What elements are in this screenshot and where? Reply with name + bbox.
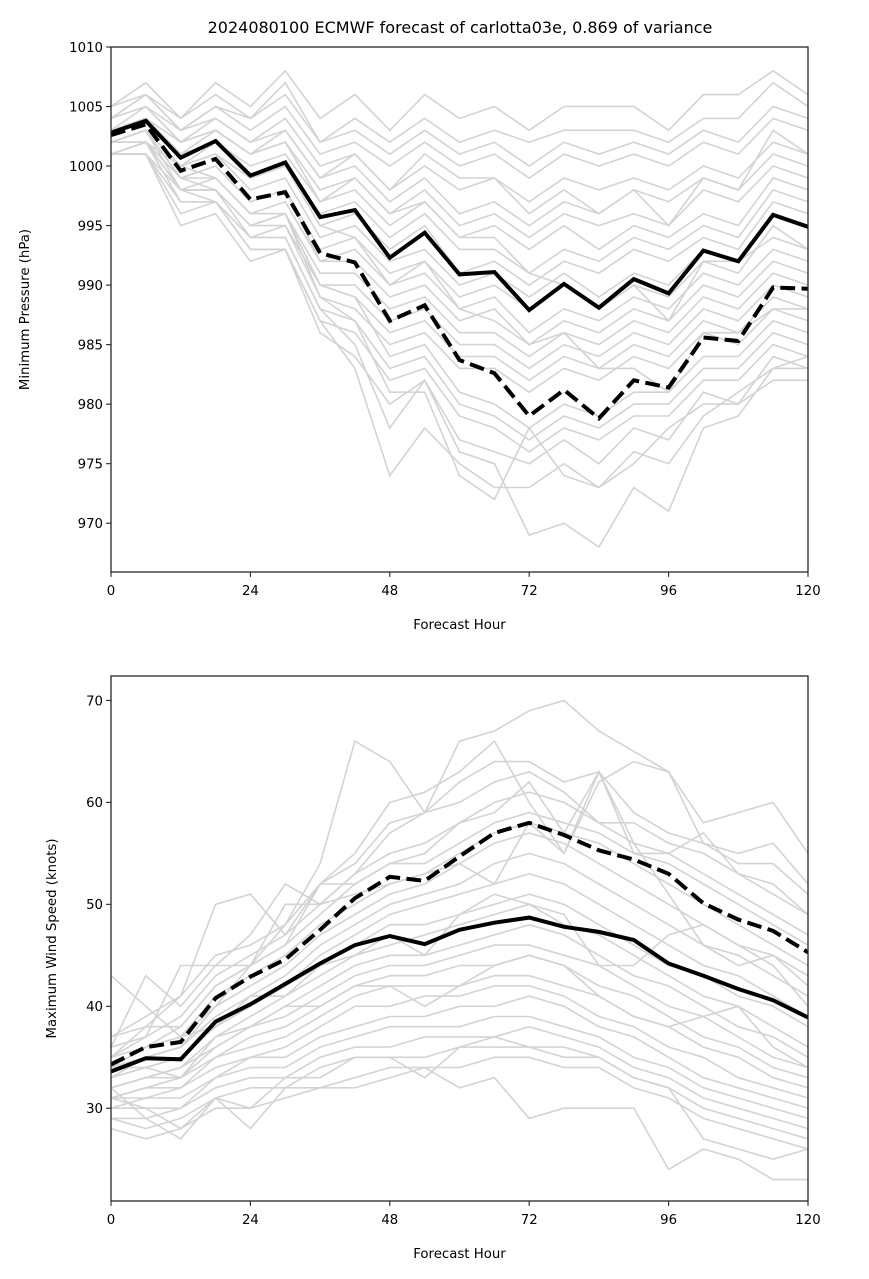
pressure-x-tick-label: 72 <box>521 584 538 599</box>
wind-y-tick-label: 40 <box>86 1000 103 1015</box>
wind-x-tick-label: 72 <box>521 1213 538 1228</box>
wind-member-line-2 <box>111 739 808 1038</box>
wind-x-tick-label: 120 <box>795 1213 820 1228</box>
wind-y-tick-label: 60 <box>86 796 103 811</box>
pressure-member-line-1 <box>111 69 808 132</box>
pressure-y-axis-label: Minimum Pressure (hPa) <box>18 229 33 390</box>
pressure-x-axis-label: Forecast Hour <box>413 618 506 633</box>
pressure-y-tick-label: 1000 <box>69 160 103 175</box>
pressure-y-tick-label: 990 <box>78 279 103 294</box>
wind-member-line-1 <box>111 699 808 1038</box>
pressure-member-line-16 <box>111 141 808 370</box>
wind-member-line-4 <box>111 770 808 1058</box>
wind-plot-frame <box>110 675 809 1202</box>
wind-y-axis-label: Maximum Wind Speed (knots) <box>45 838 60 1038</box>
wind-x-tick-label: 0 <box>107 1213 115 1228</box>
pressure-x-tick-label: 0 <box>107 584 115 599</box>
wind-member-line-19 <box>111 1015 808 1120</box>
wind-member-line-24 <box>111 1036 808 1161</box>
wind-y-ticks: 30 40 50 60 70 <box>86 694 111 1117</box>
wind-mean-line <box>111 915 808 1074</box>
pressure-member-line-11 <box>111 129 808 298</box>
pressure-member-line-20 <box>111 141 808 441</box>
wind-member-line-9 <box>111 852 808 1079</box>
pressure-member-line-25 <box>111 141 808 501</box>
pressure-x-ticks: 0 24 48 72 96 120 <box>107 572 821 599</box>
wind-member-line-17 <box>111 985 808 1099</box>
pressure-member-line-4 <box>111 105 808 179</box>
pressure-y-tick-label: 1005 <box>69 100 103 115</box>
pressure-member-line-24 <box>111 129 808 549</box>
pressure-mean-lines <box>111 118 808 422</box>
pressure-y-tick-label: 1010 <box>69 41 103 56</box>
wind-x-axis-label: Forecast Hour <box>413 1247 506 1262</box>
wind-panel: 30 40 50 60 70 0 24 48 72 96 120 Forecast Hour Ma… <box>45 675 821 1262</box>
pressure-weighted-mean-line <box>111 122 808 422</box>
wind-member-line-22 <box>111 1056 808 1150</box>
pressure-member-line-19 <box>111 129 808 429</box>
wind-member-line-15 <box>111 954 808 1099</box>
pressure-panel: 970 975 980 985 990 995 1000 1005 1010 0 24 48 72 96… <box>18 41 821 633</box>
pressure-member-line-27 <box>111 105 808 323</box>
wind-member-line-14 <box>111 944 808 1089</box>
pressure-plot-frame <box>110 46 809 573</box>
pressure-member-line-23 <box>111 153 808 489</box>
pressure-y-ticks: 970 975 980 985 990 995 1000 1005 1010 <box>69 41 111 532</box>
pressure-member-line-3 <box>111 93 808 167</box>
pressure-y-tick-label: 980 <box>78 398 103 413</box>
wind-member-line-21 <box>111 1046 808 1140</box>
pressure-member-line-28 <box>111 93 808 227</box>
wind-member-line-7 <box>111 821 808 1069</box>
wind-y-tick-label: 70 <box>86 694 103 709</box>
pressure-y-tick-label: 970 <box>78 517 103 532</box>
wind-member-line-28 <box>111 954 808 1079</box>
pressure-x-tick-label: 48 <box>381 584 398 599</box>
pressure-y-tick-label: 995 <box>78 219 103 234</box>
pressure-x-tick-label: 24 <box>242 584 259 599</box>
wind-member-line-23 <box>111 1066 808 1181</box>
wind-ensemble-members <box>111 699 808 1181</box>
pressure-y-tick-label: 985 <box>78 338 103 353</box>
pressure-member-line-17 <box>111 153 808 382</box>
pressure-member-line-2 <box>111 81 808 144</box>
pressure-ensemble-members <box>111 69 808 549</box>
wind-weighted-mean-line <box>111 820 808 1067</box>
pressure-member-line-8 <box>111 117 808 251</box>
wind-member-line-6 <box>111 811 808 1069</box>
wind-y-tick-label: 30 <box>86 1102 103 1117</box>
wind-x-ticks: 0 24 48 72 96 120 <box>107 1201 821 1228</box>
wind-x-tick-label: 24 <box>242 1213 259 1228</box>
wind-member-line-12 <box>111 903 808 1089</box>
wind-mean-lines <box>111 820 808 1074</box>
wind-member-line-20 <box>111 1025 808 1130</box>
pressure-member-line-6 <box>111 117 808 227</box>
pressure-x-tick-label: 120 <box>795 584 820 599</box>
wind-member-line-26 <box>111 769 808 1048</box>
wind-member-line-18 <box>111 995 808 1109</box>
pressure-mean-line <box>111 118 808 313</box>
pressure-member-line-14 <box>111 141 808 346</box>
wind-y-tick-label: 50 <box>86 898 103 913</box>
wind-x-tick-label: 96 <box>660 1213 677 1228</box>
pressure-member-line-22 <box>111 153 808 465</box>
pressure-y-tick-label: 975 <box>78 457 103 472</box>
chart-title: 2024080100 ECMWF forecast of carlotta03e… <box>208 18 713 37</box>
wind-x-tick-label: 48 <box>381 1213 398 1228</box>
wind-member-line-8 <box>111 832 808 1069</box>
pressure-x-tick-label: 96 <box>660 584 677 599</box>
